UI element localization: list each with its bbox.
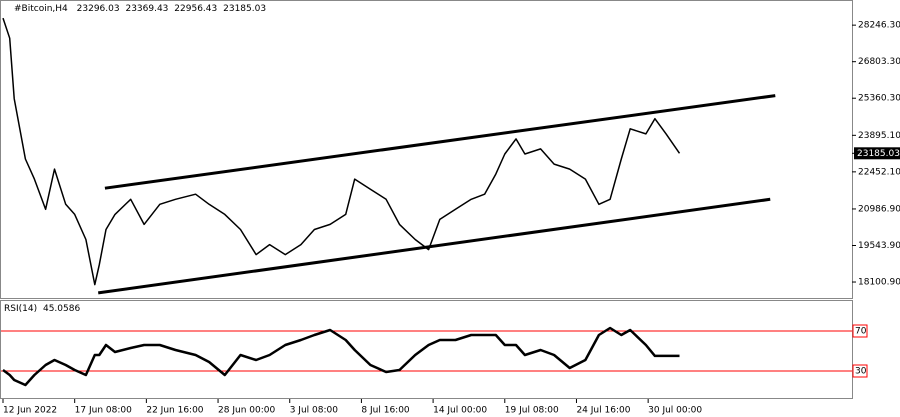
x-tick-label: 28 Jun 00:00 <box>218 406 275 416</box>
rsi-panel <box>0 300 853 399</box>
high: 23369.43 <box>125 4 168 14</box>
y-tick-label: 25360.30 <box>858 94 900 104</box>
trendline <box>104 94 776 190</box>
x-tick-label: 14 Jul 00:00 <box>433 406 487 416</box>
current-price-box <box>854 147 900 160</box>
x-tick-label: 3 Jul 08:00 <box>290 406 339 416</box>
y-tick-label: 18100.90 <box>858 278 900 288</box>
open: 23296.03 <box>77 4 120 14</box>
y-tick-label: 20986.90 <box>858 204 900 214</box>
x-tick-label: 19 Jul 08:00 <box>505 406 559 416</box>
x-tick-label: 22 Jun 16:00 <box>146 406 203 416</box>
rsi-header: RSI(14) 45.0586 <box>4 304 80 314</box>
level-label: 70 <box>855 327 867 337</box>
price-line <box>2 17 681 286</box>
y-tick-label: 23895.10 <box>858 131 900 141</box>
trendline <box>97 197 771 295</box>
rsi-value: 45.0586 <box>43 304 80 314</box>
x-tick-label: 12 Jun 2022 <box>3 406 57 416</box>
x-tick-label: 17 Jun 08:00 <box>75 406 132 416</box>
level-label-box <box>852 364 868 378</box>
y-tick-label: 28246.30 <box>858 21 900 31</box>
y-tick-label: 19543.90 <box>858 241 900 251</box>
price-panel <box>0 0 853 299</box>
level-label: 30 <box>855 367 867 377</box>
y-tick-label: 26803.30 <box>858 57 900 67</box>
x-tick-label: 24 Jul 16:00 <box>576 406 630 416</box>
rsi-line <box>2 326 680 387</box>
close: 23185.03 <box>223 4 266 14</box>
low: 22956.43 <box>174 4 217 14</box>
current-price-label: 23185.03 <box>857 149 900 159</box>
y-tick-label: 22452.10 <box>858 167 900 177</box>
chart-header: #Bitcoin,H4 23296.03 23369.43 22956.43 2… <box>14 4 266 14</box>
symbol: #Bitcoin,H4 <box>14 4 68 14</box>
x-tick-label: 30 Jul 00:00 <box>648 406 702 416</box>
level-label-box <box>852 324 868 338</box>
x-tick-label: 8 Jul 16:00 <box>361 406 410 416</box>
rsi-title: RSI(14) <box>4 304 37 314</box>
